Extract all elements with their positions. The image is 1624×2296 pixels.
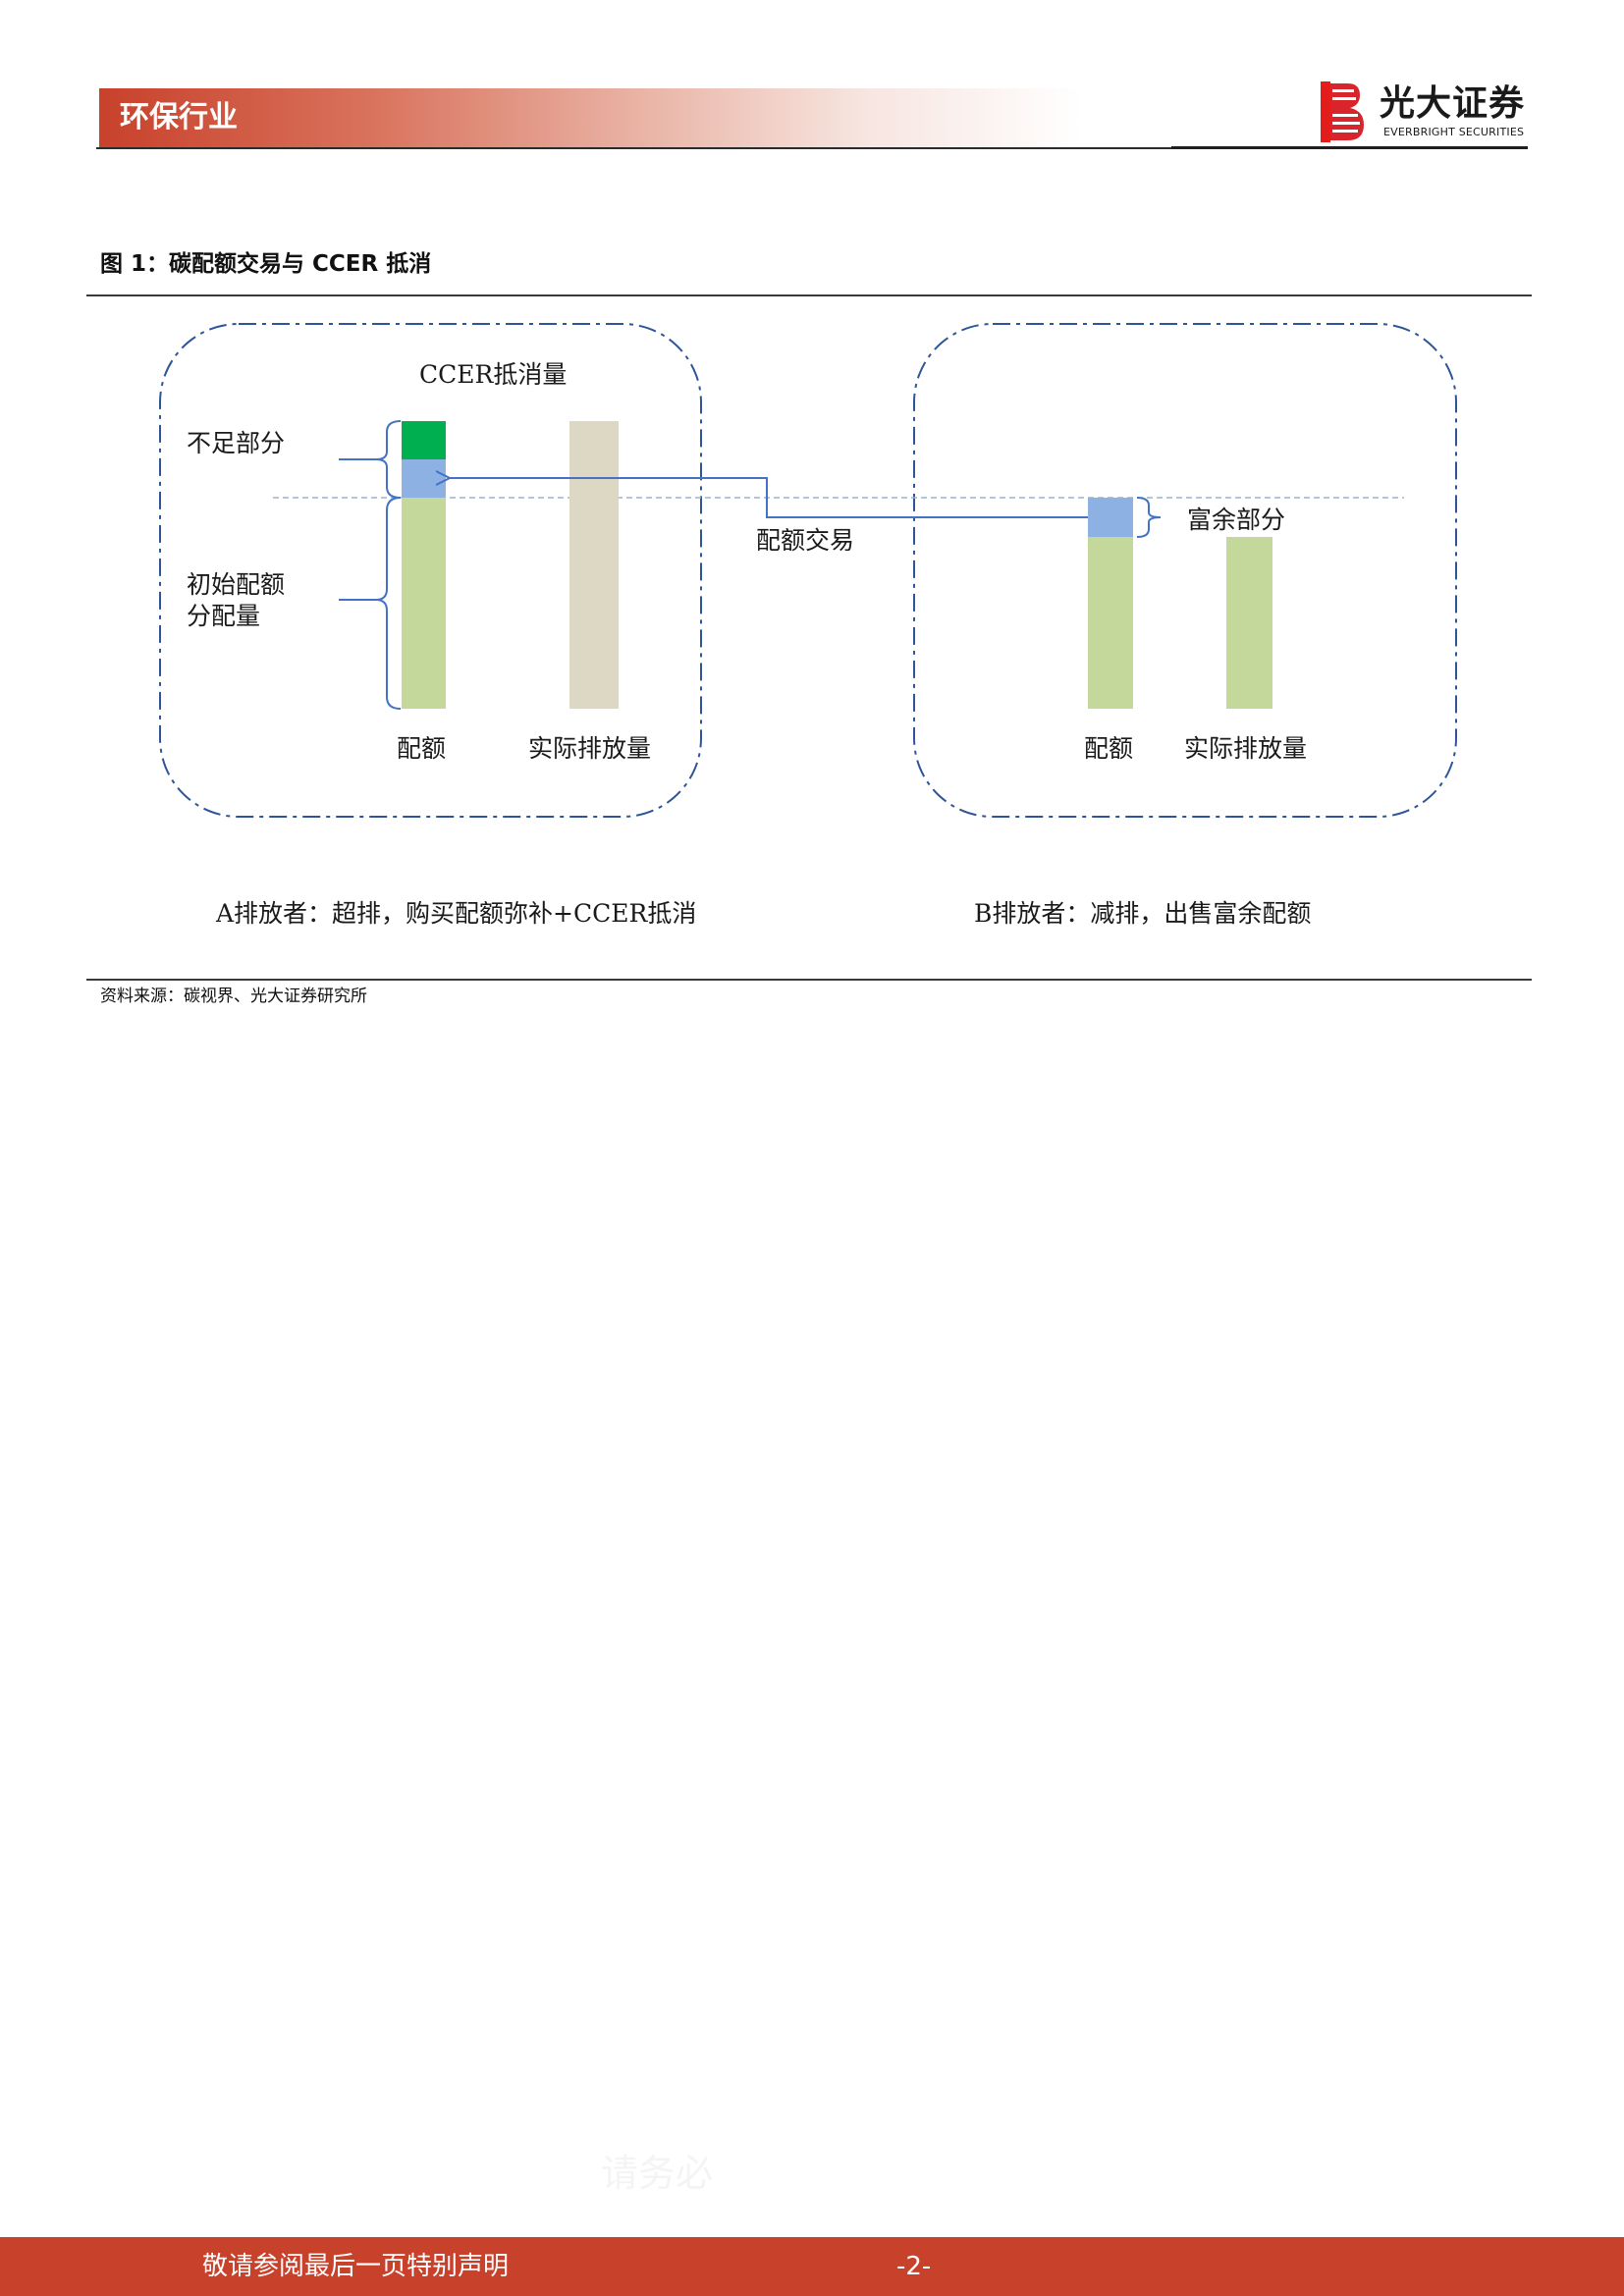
footer-band (0, 2237, 1624, 2296)
carbon-trading-diagram (159, 323, 1457, 818)
section-title: 环保行业 (120, 100, 238, 134)
figure-title: 图 1：碳配额交易与 CCER 抵消 (100, 251, 432, 277)
quota-trade-label: 配额交易 (756, 526, 855, 555)
emitter-b-caption: B排放者：减排，出售富余配额 (974, 899, 1312, 928)
page-number: -2- (896, 2252, 932, 2281)
b-quota-label: 配额 (1084, 734, 1134, 763)
logo-text-cn: 光大证券 (1380, 83, 1526, 124)
emitter-b-box (913, 323, 1457, 818)
surplus-label: 富余部分 (1187, 506, 1286, 534)
allocation-brace-icon (339, 497, 402, 710)
quota-trade-arrow (450, 478, 1088, 518)
a-actual-emission-label: 实际排放量 (528, 734, 652, 763)
emitter-a-caption: A排放者：超排，购买配额弥补+CCER抵消 (216, 899, 697, 928)
b-surplus-segment (1088, 498, 1133, 537)
shortfall-brace-icon (339, 420, 402, 499)
logo-text-en: EVERBRIGHT SECURITIES (1383, 126, 1525, 138)
a-quota-initial-bar (402, 498, 446, 709)
watermark: 请务必 (601, 2152, 714, 2195)
emitter-a-box (159, 323, 702, 818)
b-actual-emission-bar (1226, 537, 1272, 709)
a-ccer-offset-segment (402, 421, 446, 459)
figure-bottom-rule (86, 979, 1532, 981)
a-quota-purchased-segment (402, 459, 446, 498)
initial-allocation-label-line1: 初始配额 (187, 570, 286, 599)
b-actual-emission-label: 实际排放量 (1184, 734, 1308, 763)
figure-top-rule (86, 294, 1532, 296)
shortfall-label: 不足部分 (187, 429, 286, 457)
header-band (99, 88, 1081, 148)
header-rule-right (1171, 146, 1528, 149)
b-quota-bar (1088, 537, 1133, 709)
everbright-logo-icon (1321, 81, 1364, 142)
footer-disclaimer: 敬请参阅最后一页特别声明 (202, 2252, 510, 2281)
ccer-offset-label: CCER抵消量 (419, 360, 568, 389)
source-note: 资料来源：碳视界、光大证券研究所 (100, 987, 367, 1006)
header-rule (96, 147, 1178, 149)
a-actual-emission-bar (569, 421, 619, 709)
surplus-brace-icon (1136, 497, 1162, 538)
initial-allocation-label-line2: 分配量 (187, 602, 261, 630)
a-quota-label: 配额 (397, 734, 447, 763)
